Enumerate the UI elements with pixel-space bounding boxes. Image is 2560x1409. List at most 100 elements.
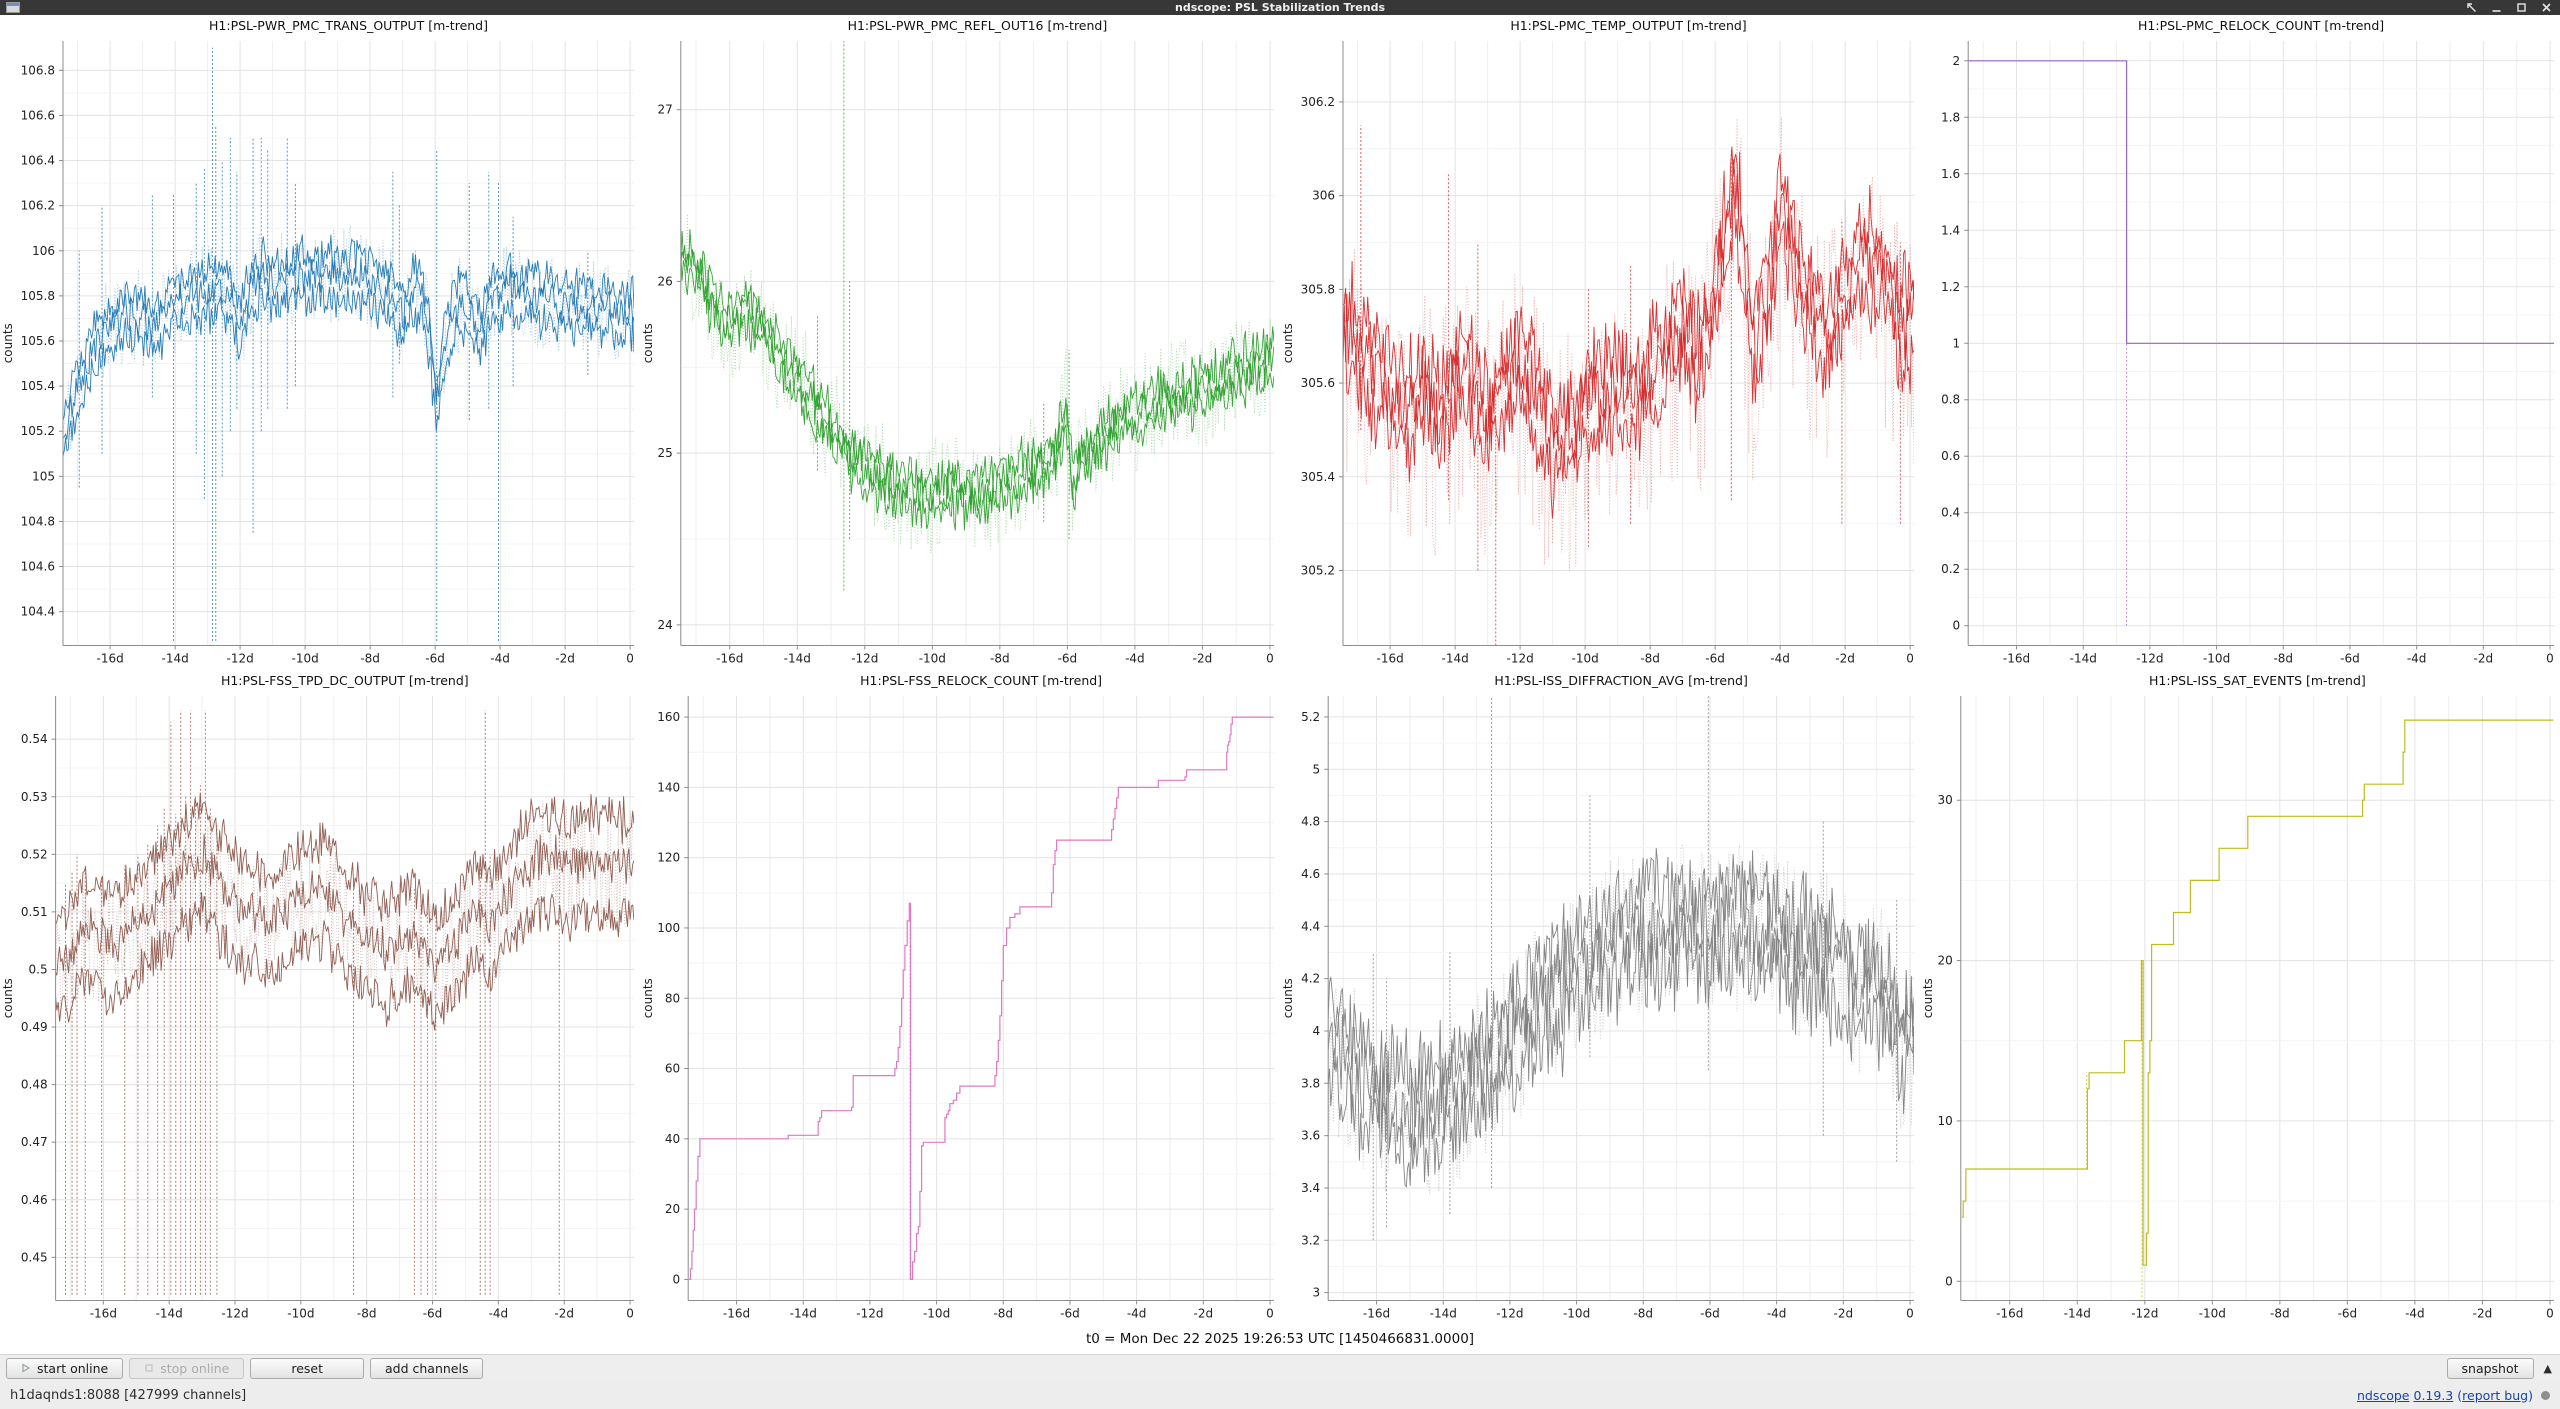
y-tick-label: 160	[657, 710, 680, 724]
y-tick-label: 0.46	[21, 1192, 48, 1206]
start-online-button[interactable]: start online	[6, 1357, 124, 1379]
window-title: ndscope: PSL Stabilization Trends	[1174, 1, 1385, 14]
y-tick-label: 10	[1938, 1113, 1953, 1127]
x-tick-label: -12d	[851, 652, 878, 666]
x-tick-label: -8d	[1640, 652, 1660, 666]
y-tick-label: 25	[658, 446, 673, 460]
y-tick-label: 0	[673, 1272, 681, 1286]
x-tick-label: 0	[626, 1306, 634, 1320]
plot-psl-pmc-relock-count[interactable]: H1:PSL-PMC_RELOCK_COUNT [m-trend] 0 0.2 0.4…	[1920, 15, 2560, 670]
add-channels-button[interactable]: add channels	[370, 1357, 484, 1379]
y-tick-label: 4.8	[1301, 814, 1320, 828]
y-tick-label: 0	[1953, 619, 1961, 633]
status-dot-icon	[2541, 1390, 2550, 1400]
t0-label: t0 = Mon Dec 22 2025 19:26:53 UTC [14504…	[1085, 1331, 1475, 1347]
plot-psl-pmc-temp-output[interactable]: H1:PSL-PMC_TEMP_OUTPUT [m-trend] 305.2 305…	[1280, 15, 1920, 670]
plot-title: H1:PSL-PWR_PMC_REFL_OUT16 [m-trend]	[848, 18, 1108, 33]
x-tick-label: 0	[1266, 652, 1274, 666]
x-tick-label: -4d	[489, 1306, 509, 1320]
minimize-icon[interactable]	[2491, 2, 2502, 13]
x-tick-label: -10d	[2199, 1306, 2226, 1320]
y-tick-label: 120	[657, 850, 680, 864]
close-icon[interactable]	[2541, 2, 2552, 13]
plot-title: H1:PSL-ISS_DIFFRACTION_AVG [m-trend]	[1494, 673, 1748, 688]
y-tick-label: 60	[665, 1061, 680, 1075]
y-axis-label: counts	[641, 323, 655, 363]
y-tick-label: 0.45	[21, 1250, 48, 1264]
report-bug-link[interactable]: report bug	[2462, 1387, 2529, 1403]
y-tick-label: 305.8	[1301, 282, 1335, 296]
y-tick-label: 306.2	[1301, 95, 1335, 109]
y-tick-label: 26	[658, 274, 673, 288]
x-tick-label: -10d	[923, 1306, 950, 1320]
x-tick-label: -16d	[716, 652, 743, 666]
y-tick-label: 3.8	[1301, 1076, 1320, 1090]
plot-psl-pwr-pmc-trans-output[interactable]: H1:PSL-PWR_PMC_TRANS_OUTPUT [m-trend] 104…	[0, 15, 640, 670]
plot-psl-fss-tpd-dc-output[interactable]: H1:PSL-FSS_TPD_DC_OUTPUT [m-trend] 0.45 0.…	[0, 670, 640, 1325]
x-tick-label: 0	[2546, 1306, 2554, 1320]
snapshot-button[interactable]: snapshot	[2446, 1357, 2534, 1379]
y-axis-label: counts	[1281, 323, 1295, 363]
plot-title: H1:PSL-PMC_RELOCK_COUNT [m-trend]	[2138, 18, 2384, 33]
y-tick-label: 0.49	[21, 1020, 48, 1034]
x-tick-label: -4d	[2407, 652, 2427, 666]
reset-button[interactable]: reset	[250, 1357, 364, 1379]
x-tick-label: -10d	[2203, 652, 2230, 666]
x-tick-label: -8d	[993, 1306, 1013, 1320]
version-link[interactable]: 0.19.3	[2413, 1387, 2454, 1403]
x-tick-label: -16d	[723, 1306, 750, 1320]
titlebar-arrow-icon[interactable]	[2466, 2, 2477, 13]
plot-psl-fss-relock-count[interactable]: H1:PSL-FSS_RELOCK_COUNT [m-trend] 0 20 40 60…	[640, 670, 1280, 1325]
statusbar: h1daqnds1:8088 [427999 channels] ndscope…	[0, 1381, 2560, 1409]
y-tick-label: 0	[1945, 1274, 1953, 1288]
ndscope-link[interactable]: ndscope	[2356, 1387, 2410, 1403]
y-tick-label: 105.2	[21, 424, 55, 438]
x-tick-label: -6d	[425, 652, 445, 666]
x-tick-label: -8d	[360, 652, 380, 666]
x-tick-label: -2d	[1194, 1306, 1214, 1320]
stop-online-button: stop online	[129, 1357, 245, 1379]
y-tick-label: 80	[665, 991, 680, 1005]
x-tick-label: -12d	[856, 1306, 883, 1320]
x-tick-label: -14d	[1430, 1306, 1457, 1320]
x-tick-label: -12d	[227, 652, 254, 666]
plot-psl-pwr-pmc-refl-out16[interactable]: H1:PSL-PWR_PMC_REFL_OUT16 [m-trend] 24 25 2…	[640, 15, 1280, 670]
toolbar: start online stop online reset add chann…	[0, 1354, 2560, 1381]
x-tick-label: -2d	[1834, 1306, 1854, 1320]
plot-psl-iss-sat-events[interactable]: H1:PSL-ISS_SAT_EVENTS [m-trend] 0 10 20 30 -1…	[1920, 670, 2560, 1325]
x-tick-label: -4d	[490, 652, 510, 666]
y-axis-label: counts	[1281, 978, 1295, 1018]
y-axis-label: counts	[641, 978, 655, 1018]
y-tick-label: 3	[1313, 1285, 1321, 1299]
y-tick-label: 105.6	[21, 334, 55, 348]
x-tick-label: -12d	[1507, 652, 1534, 666]
x-tick-label: -14d	[156, 1306, 183, 1320]
x-tick-label: -14d	[2064, 1306, 2091, 1320]
x-tick-label: -4d	[1767, 1306, 1787, 1320]
y-tick-label: 305.2	[1301, 564, 1335, 578]
x-tick-label: -6d	[423, 1306, 443, 1320]
y-tick-label: 104.4	[21, 605, 55, 619]
y-tick-label: 4.6	[1301, 866, 1320, 880]
y-tick-label: 0.54	[21, 732, 48, 746]
y-tick-label: 106	[32, 244, 55, 258]
x-tick-label: -8d	[2270, 1306, 2290, 1320]
maximize-icon[interactable]	[2516, 2, 2527, 13]
y-tick-label: 1.8	[1941, 110, 1960, 124]
x-tick-label: -14d	[790, 1306, 817, 1320]
x-tick-label: -8d	[990, 652, 1010, 666]
y-tick-label: 305.6	[1301, 376, 1335, 390]
y-tick-label: 27	[658, 103, 673, 117]
x-tick-label: -12d	[2131, 1306, 2158, 1320]
y-tick-label: 0.2	[1941, 562, 1960, 576]
x-tick-label: -14d	[784, 652, 811, 666]
x-tick-label: -2d	[2474, 652, 2494, 666]
x-tick-label: -14d	[162, 652, 189, 666]
y-tick-label: 4	[1313, 1023, 1321, 1037]
y-tick-label: 306	[1312, 189, 1335, 203]
y-tick-label: 30	[1938, 793, 1953, 807]
plot-psl-iss-diffraction-avg[interactable]: H1:PSL-ISS_DIFFRACTION_AVG [m-trend] 3 3.2…	[1280, 670, 1920, 1325]
snapshot-menu-arrow-icon[interactable]: ▲	[2543, 1361, 2552, 1375]
y-tick-label: 106.8	[21, 63, 55, 77]
